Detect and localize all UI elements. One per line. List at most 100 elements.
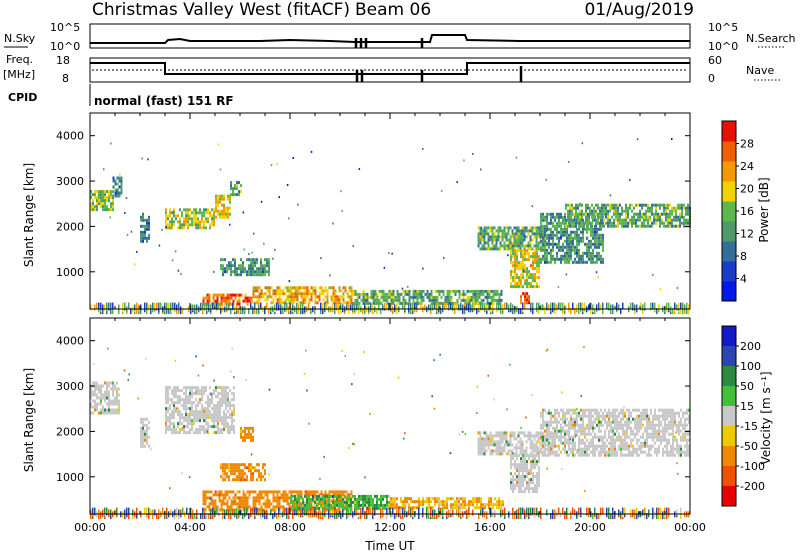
velocity-cell — [197, 389, 199, 393]
velocity-cell — [144, 444, 146, 448]
velocity-cell — [118, 399, 120, 403]
velocity-cell — [236, 469, 238, 473]
velocity-cell — [532, 457, 534, 461]
power-cell — [386, 298, 389, 302]
power-cell — [112, 205, 114, 209]
power-cell — [440, 189, 443, 192]
velocity-cell — [574, 432, 576, 436]
velocity-cell — [556, 429, 558, 433]
velocity-cell — [452, 497, 454, 501]
power-cell — [558, 245, 560, 249]
power-cell — [520, 252, 522, 256]
power-cell — [586, 242, 588, 246]
velocity-cell — [199, 413, 201, 417]
power-cell — [199, 226, 201, 230]
velocity-cell — [602, 435, 604, 439]
power-cell — [310, 286, 313, 290]
velocity-cell — [346, 490, 349, 494]
power-cell — [603, 212, 605, 216]
velocity-cell — [203, 416, 205, 420]
velocity-cell — [491, 452, 494, 456]
velocity-cell — [517, 431, 520, 435]
power-cell — [540, 221, 542, 225]
power-cell — [356, 295, 359, 299]
velocity-cell — [598, 453, 600, 457]
velocity-cell — [512, 487, 514, 491]
velocity-cell — [496, 500, 498, 504]
velocity-cell — [185, 392, 187, 396]
velocity-cell — [191, 404, 193, 408]
velocity-cell — [175, 395, 177, 399]
velocity-cell — [222, 469, 224, 473]
velocity-cell — [223, 401, 225, 405]
power-cell — [665, 224, 667, 228]
power-cell — [568, 236, 570, 240]
power-cell — [491, 235, 494, 239]
velocity-cell — [458, 497, 460, 501]
power-cell — [585, 212, 587, 216]
velocity-cell — [600, 444, 602, 448]
velocity-cell — [366, 497, 368, 501]
power-cell — [565, 206, 567, 210]
power-cell — [448, 298, 451, 302]
velocity-cell — [173, 407, 175, 411]
power-cell — [392, 298, 395, 302]
velocity-cell — [454, 500, 456, 504]
power-cell — [629, 221, 631, 225]
velocity-cell — [362, 497, 364, 501]
velocity-cell — [544, 408, 546, 412]
velocity-cell — [246, 502, 249, 506]
power-cell — [264, 264, 266, 268]
power-cell — [444, 302, 446, 309]
velocity-cell — [332, 494, 334, 498]
velocity-cell — [94, 393, 96, 397]
power-cell — [569, 224, 571, 228]
power-cell — [141, 157, 143, 160]
power-cell — [286, 298, 289, 302]
velocity-cell — [189, 419, 191, 423]
power-cell — [408, 302, 410, 309]
power-cell — [217, 194, 219, 198]
velocity-cell — [495, 446, 498, 450]
power-cell — [112, 308, 114, 315]
power-cell — [501, 238, 504, 242]
power-cell — [442, 301, 445, 305]
velocity-cell — [518, 469, 520, 473]
power-cell — [438, 289, 441, 293]
power-cell — [256, 298, 259, 302]
power-cell — [266, 261, 268, 265]
velocity-cell — [566, 408, 568, 412]
nsearch-tick-bottom: 10^0 — [708, 40, 738, 53]
power-cell — [681, 209, 683, 213]
velocity-cell — [529, 434, 532, 438]
power-cell — [214, 302, 216, 309]
velocity-cell — [207, 395, 209, 399]
power-cell — [202, 299, 205, 303]
velocity-cell — [560, 438, 562, 442]
velocity-cell — [224, 475, 226, 479]
power-cell — [560, 254, 562, 258]
velocity-cell — [167, 386, 169, 390]
power-cell — [572, 230, 574, 234]
velocity-cell — [292, 503, 294, 507]
velocity-cell — [592, 435, 594, 439]
power-cell — [542, 233, 544, 237]
power-cell — [106, 199, 108, 203]
power-cell — [519, 247, 522, 251]
velocity-cell — [519, 440, 522, 444]
velocity-cell — [272, 499, 275, 503]
velocity-cell — [532, 466, 534, 470]
velocity-cell — [510, 463, 512, 467]
power-colorbar-tick-label: 20 — [740, 183, 754, 196]
velocity-cell — [215, 404, 217, 408]
power-cell — [302, 308, 304, 315]
power-cell — [221, 212, 223, 216]
power-cell — [532, 308, 534, 315]
velocity-cell — [225, 386, 227, 390]
velocity-cell — [206, 496, 209, 500]
power-cell — [314, 298, 317, 302]
power-cell — [221, 203, 223, 207]
power-cell — [217, 212, 219, 216]
velocity-cell — [217, 401, 219, 405]
velocity-cell — [142, 435, 144, 439]
